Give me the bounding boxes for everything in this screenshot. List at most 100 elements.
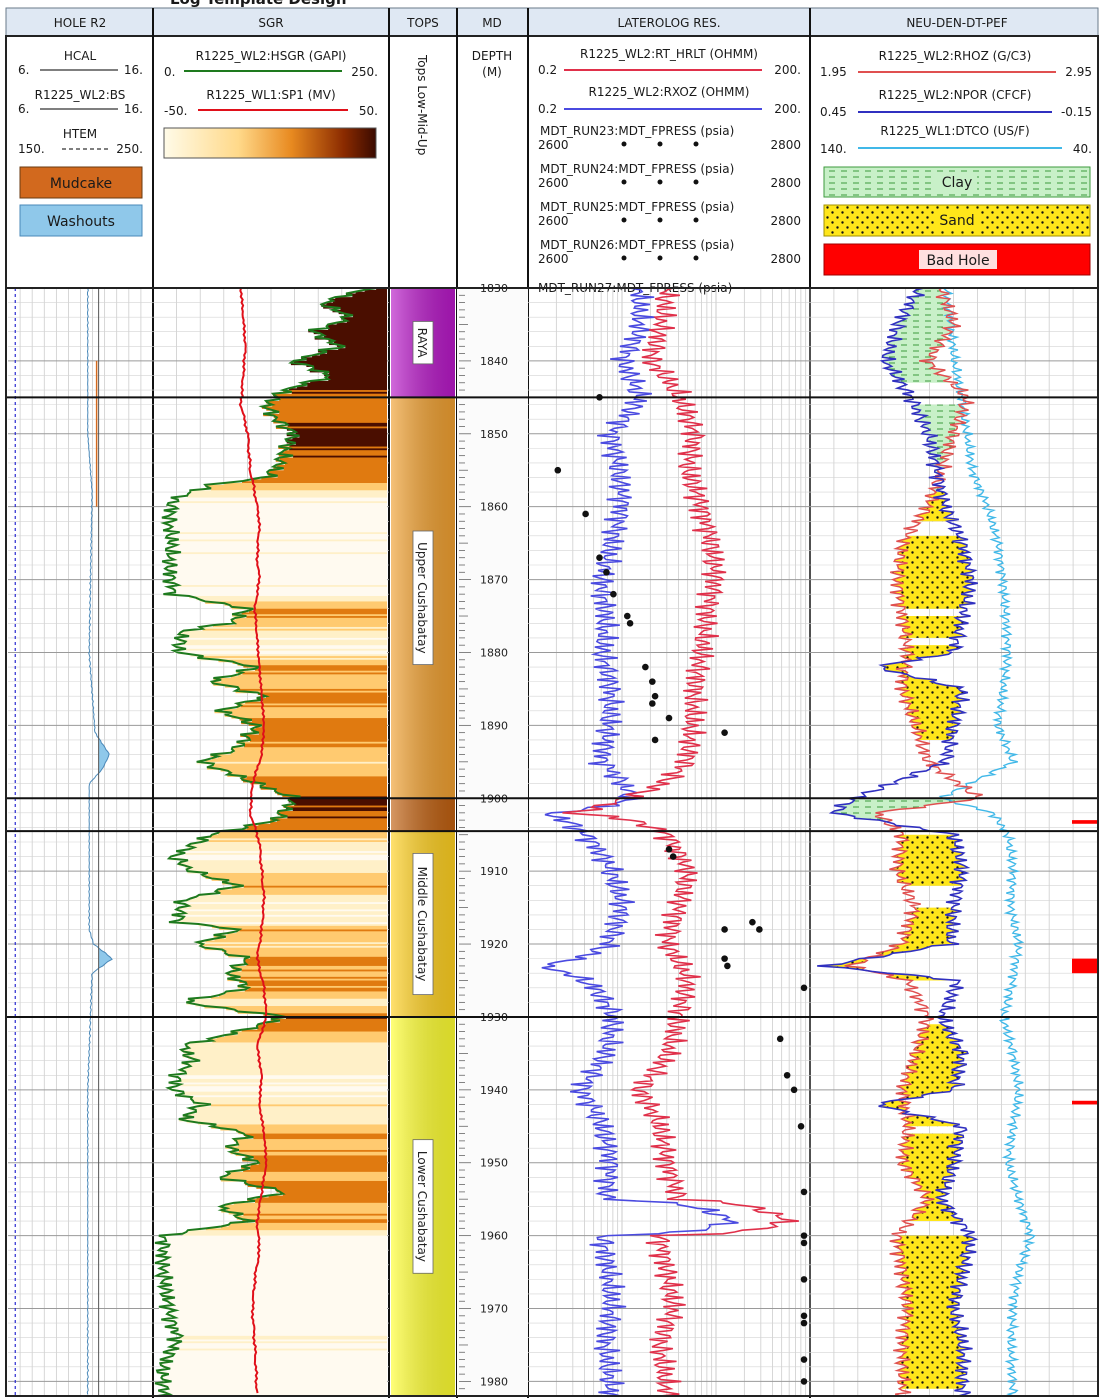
gr-shading-band [177,499,387,502]
gr-shading-band [257,1027,387,1031]
gr-shading-band [282,452,387,455]
gr-shading-band [168,543,387,546]
gr-shading-band [231,606,387,610]
gr-shading-band [243,665,387,668]
gr-shading-band [224,685,387,688]
gr-shading-band [164,1326,387,1330]
gr-shading-band [376,288,387,291]
depth-label: 1950 [480,1157,508,1170]
pressure-point [721,926,728,933]
gr-shading-band [313,366,387,369]
gr-shading-band [162,1375,387,1379]
hcal-curve [86,287,113,1395]
depth-label: 1880 [480,646,508,659]
gr-shading-band [241,778,387,781]
gr-shading-band [186,1231,387,1235]
gr-shading-band [241,721,387,725]
mdt-header-list: MDT_RUN23:MDT_FPRESS (psia)2600 2800MDT_R… [538,124,801,266]
gr-shading-band [257,1160,387,1164]
gr-shading-band [226,1208,387,1211]
gr-shading-band [328,339,387,342]
depth-label: 1980 [480,1375,508,1388]
sand-fill [881,645,970,740]
gr-shading-band [205,1228,387,1231]
gr-shading-band [174,1297,387,1301]
gr-shading-band [167,586,387,590]
gr-shading-band [230,1222,387,1226]
gr-shading-band [169,1257,387,1260]
rxo-min: 0.2 [538,102,557,116]
sand-fill [889,535,978,609]
gr-shading-band [275,459,387,462]
gr-shading-band [199,894,387,898]
gr-shading-band [175,1095,387,1098]
gr-shading-band [168,515,387,519]
gr-shading-band [189,1108,387,1111]
pressure-point [649,678,656,685]
rt-curve [562,287,799,1397]
gr-shading-band [170,1368,387,1372]
gr-shading-band [263,1013,387,1016]
gr-shading-band [199,626,387,630]
pressure-point [724,962,731,970]
gr-shading-band [212,625,387,628]
gr-shading-band [160,1293,387,1297]
gr-shading-band [278,446,387,449]
gr-shading-band [202,628,387,632]
mdt-symbol [621,217,627,223]
pressure-point [651,692,659,700]
gr-shading-band [249,738,387,741]
depth-label: 1840 [480,355,508,368]
gr-shading-band [207,872,387,876]
gr-shading-band [232,967,387,971]
gr-shading-band [176,909,387,912]
gr-shading-band [155,1383,387,1386]
gr-shading-band [238,1149,387,1153]
gr-shading-band [185,1073,387,1076]
gr-shading-band [292,809,387,812]
gr-shading-band [208,1038,387,1042]
gr-shading-band [177,1343,387,1346]
gr-shading-band [275,789,387,792]
depth-label: 1850 [480,428,508,441]
gr-shading-band [336,322,387,326]
gr-shading-band [248,610,387,613]
gr-shading-band [168,1088,387,1091]
gr-shading-band [243,1213,387,1217]
gr-shading-band [189,595,387,599]
gr-shading-band [174,512,387,515]
gr-shading-band [346,293,387,296]
bad-hole-label-bg [919,250,997,269]
gr-shading-band [164,1237,387,1240]
gr-shading-band [168,1374,387,1377]
mdt-symbol [657,179,663,185]
gr-shading-band [254,1201,387,1204]
gr-shading-band [168,1350,387,1353]
pressure-point [800,1356,808,1363]
gr-shading-band [283,468,387,471]
formation-label: Upper Cushabatay [415,542,429,653]
gr-shading-band [204,947,387,951]
pressure-point [790,1086,798,1094]
gr-shading-band [272,393,387,397]
sp-max: 50. [359,104,378,118]
gr-shading-band [197,1106,387,1109]
gr-shading-band [219,831,387,834]
gr-shading-band [235,690,387,694]
gr-shading-band [180,1078,387,1082]
gr-shading-band [181,911,387,914]
gr-shading-band [165,1259,387,1262]
gr-shading-band [213,683,387,686]
gr-shading-band [244,989,387,993]
gr-shading-band [179,907,387,911]
gr-shading-band [294,803,387,807]
gr-shading-band [165,1239,387,1242]
dtco-name: R1225_WL1:DTCO (US/F) [880,124,1029,138]
gr-shading-band [205,484,387,488]
gr-shading-band [245,1135,387,1138]
mdt-run-name: MDT_RUN25:MDT_FPRESS (psia) [540,200,734,214]
gr-shading-band [265,783,387,787]
gr-shading-band [237,985,387,989]
gr-shading-band [160,1248,387,1251]
formation-label: Middle Cushabatay [415,867,429,982]
